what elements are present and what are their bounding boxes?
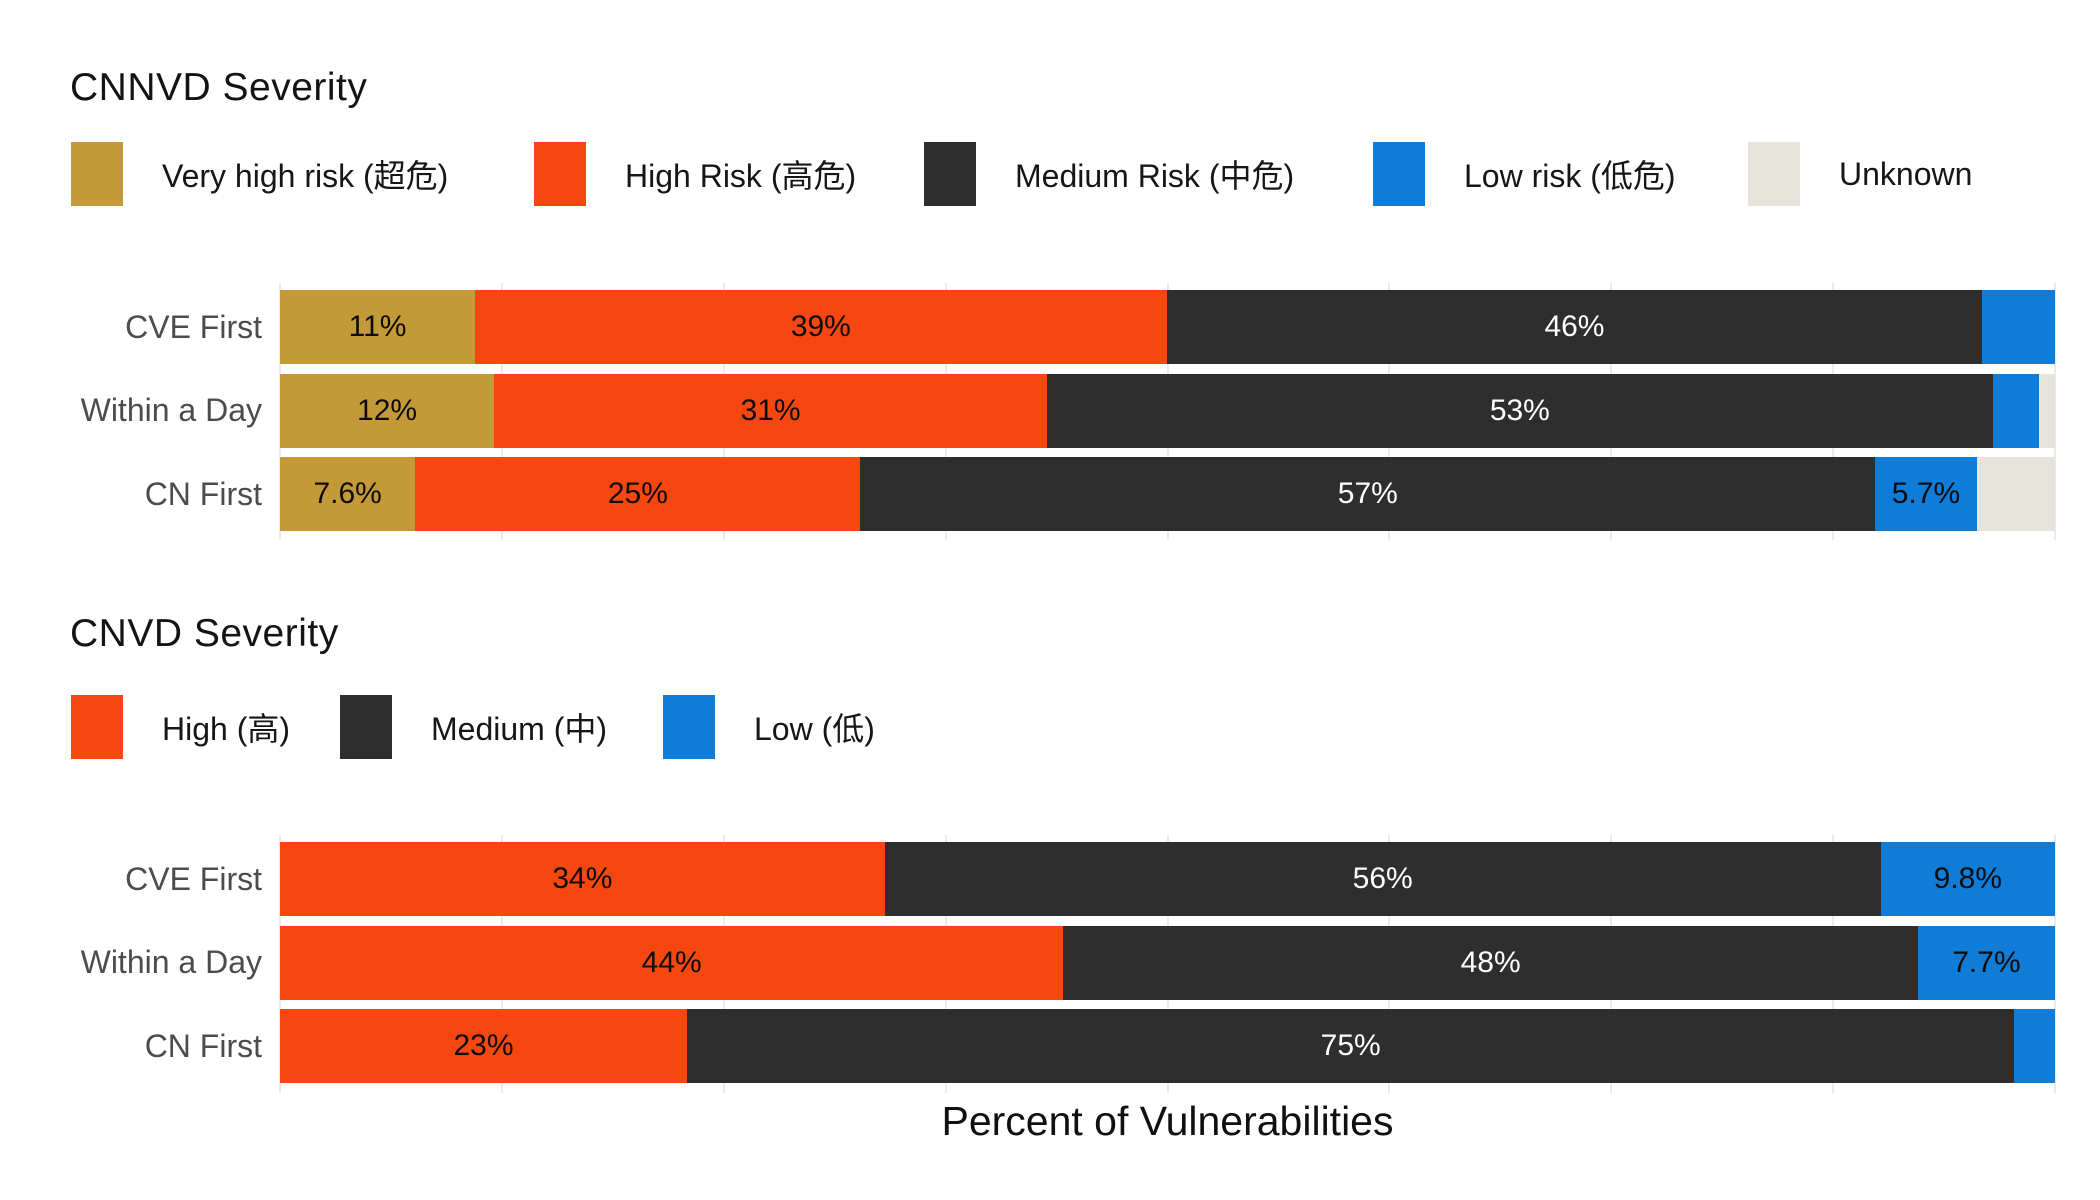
legend-item: Unknown <box>1748 142 1972 206</box>
bar-row: Within a Day 12% 31% 53% <box>81 373 2056 448</box>
category-label: CN First <box>144 1027 262 1064</box>
bar-row: Within a Day 44% 48% 7.7% <box>81 925 2055 1000</box>
bar-value-label: 34% <box>552 862 613 895</box>
bar-segment <box>2014 1009 2055 1083</box>
bar-value-label: 48% <box>1460 945 1521 979</box>
category-label: CVE First <box>125 860 262 897</box>
bar-segment: 75% <box>687 1009 2015 1083</box>
legend-swatch-icon <box>340 695 392 759</box>
bar-segment: 34% <box>280 842 885 916</box>
chart1-plot-area: CVE First 11% 39% 46% Within a Day 12% 31% 53% C… <box>81 283 2056 540</box>
legend-item: Very high risk (超危) <box>71 142 448 206</box>
bar-segment: 9.8% <box>1880 842 2055 916</box>
category-label: Within a Day <box>80 944 262 980</box>
bar-segment: 7.7% <box>1917 925 2055 1000</box>
bar-segment <box>1976 457 2055 531</box>
bar-value-label: 25% <box>607 477 668 510</box>
bar-segment <box>1992 373 2039 448</box>
bar-row: CVE First 34% 56% 9.8% <box>125 842 2055 916</box>
legend-label: Medium Risk (中危) <box>1015 158 1295 194</box>
gridline <box>2054 835 2056 1093</box>
bar-row: CVE First 11% 39% 46% <box>125 290 2056 364</box>
bar-value-label: 12% <box>357 393 418 427</box>
bar-segment: 5.7% <box>1875 457 1977 531</box>
legend-label: High Risk (高危) <box>625 158 857 194</box>
bar-value-label: 31% <box>740 393 801 427</box>
bar-value-label: 44% <box>641 945 702 979</box>
bar-segment: 31% <box>494 373 1048 448</box>
bar-segment: 23% <box>280 1009 688 1083</box>
legend-label: High (高) <box>162 711 291 747</box>
bar-value-label: 11% <box>348 310 407 343</box>
bar-value-label: 7.6% <box>313 477 382 510</box>
bar-value-label: 56% <box>1352 862 1413 895</box>
bar-value-label: 53% <box>1489 393 1550 427</box>
bar-row: CN First 23% 75% <box>145 1009 2055 1083</box>
legend-swatch-icon <box>663 695 715 759</box>
chart2-plot-area: CVE First 34% 56% 9.8% Within a Day 44% 48% 7.7… <box>81 835 2056 1093</box>
legend-label: Low risk (低危) <box>1464 158 1676 194</box>
bar-segment <box>1982 290 2056 364</box>
bar-segment: 48% <box>1063 925 1918 1000</box>
legend-swatch-icon <box>534 142 586 206</box>
category-label: CVE First <box>125 308 262 345</box>
legend-swatch-icon <box>71 695 123 759</box>
legend-item: Low risk (低危) <box>1373 142 1676 206</box>
bar-segment: 12% <box>280 373 495 448</box>
bar-segment <box>2038 373 2056 448</box>
legend-item: High Risk (高危) <box>534 142 856 206</box>
legend-item: High (高) <box>71 695 290 759</box>
legend-swatch-icon <box>71 142 123 206</box>
bar-segment: 46% <box>1166 290 1983 364</box>
bar-segment: 7.6% <box>280 457 416 531</box>
legend-label: Unknown <box>1839 155 1973 192</box>
legend-swatch-icon <box>1748 142 1800 206</box>
chart1-title: CNNVD Severity <box>70 66 368 109</box>
legend-label: Very high risk (超危) <box>162 158 449 194</box>
bar-value-label: 23% <box>453 1029 514 1062</box>
bar-segment: 44% <box>280 925 1064 1000</box>
bar-value-label: 57% <box>1337 477 1398 510</box>
bar-value-label: 9.8% <box>1933 862 2003 895</box>
bar-segment: 53% <box>1047 373 1993 448</box>
bar-value-label: 5.7% <box>1891 477 1961 510</box>
category-label: CN First <box>144 475 262 512</box>
legend-label: Low (低) <box>754 711 875 747</box>
bar-row: CN First 7.6% 25% 57% 5.7% <box>145 457 2055 531</box>
bar-segment: 57% <box>860 457 1876 531</box>
legend-item: Low (低) <box>663 695 875 759</box>
bar-value-label: 7.7% <box>1952 945 2021 979</box>
legend-swatch-icon <box>924 142 976 206</box>
chart2-title: CNVD Severity <box>70 612 339 655</box>
x-axis-label: Percent of Vulnerabilities <box>941 1098 1394 1144</box>
bar-segment: 25% <box>415 457 861 531</box>
bar-value-label: 75% <box>1320 1029 1381 1062</box>
bar-segment: 56% <box>884 842 1881 916</box>
bar-segment: 39% <box>475 290 1167 364</box>
bar-segment: 11% <box>280 290 476 364</box>
legend-label: Medium (中) <box>431 711 608 747</box>
bar-value-label: 39% <box>790 310 851 343</box>
bar-value-label: 46% <box>1544 310 1605 343</box>
legend-item: Medium Risk (中危) <box>924 142 1294 206</box>
legend-item: Medium (中) <box>340 695 607 759</box>
legend-swatch-icon <box>1373 142 1425 206</box>
category-label: Within a Day <box>80 392 262 428</box>
